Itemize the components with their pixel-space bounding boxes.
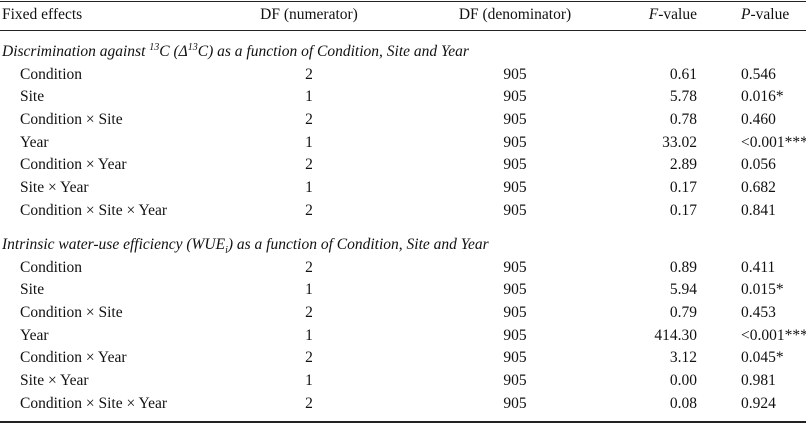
effect-name: Condition bbox=[20, 258, 83, 276]
value-cell: 0.045* bbox=[741, 349, 784, 367]
value-cell: 0.08 bbox=[669, 394, 697, 412]
value-cell: 905 bbox=[503, 371, 527, 389]
effect-name: Site bbox=[20, 88, 45, 106]
effect-name: Condition × Site × Year bbox=[20, 394, 168, 412]
value-cell: 0.841 bbox=[741, 201, 776, 219]
header-rule bbox=[0, 30, 806, 31]
title-part: ) as a function of Condition, Site and Y… bbox=[227, 236, 489, 253]
title-part: Discrimination against bbox=[2, 43, 150, 60]
value-cell: 0.682 bbox=[741, 178, 776, 196]
value-cell: 2 bbox=[305, 349, 313, 367]
value-cell: 3.12 bbox=[669, 349, 697, 367]
value-cell: 0.61 bbox=[669, 65, 697, 83]
value-cell: 905 bbox=[503, 88, 527, 106]
value-cell: 1 bbox=[305, 88, 313, 106]
effect-name: Year bbox=[20, 133, 49, 151]
header-text: Fixed effects bbox=[2, 6, 83, 23]
value-cell: 2 bbox=[305, 65, 313, 83]
title-part: Intrinsic water-use efficiency (WUE bbox=[2, 236, 226, 253]
value-cell: 0.17 bbox=[669, 178, 697, 196]
effect-name: Condition × Site × Year bbox=[20, 201, 168, 219]
value-cell: 1 bbox=[305, 133, 313, 151]
value-cell: 905 bbox=[503, 110, 527, 128]
value-cell: 1 bbox=[305, 326, 313, 344]
value-cell: 905 bbox=[503, 394, 527, 412]
header-text: -value bbox=[658, 6, 697, 23]
value-cell: 1 bbox=[305, 178, 313, 196]
value-cell: 2 bbox=[305, 201, 313, 219]
value-cell: 0.546 bbox=[741, 65, 776, 83]
value-cell: 0.924 bbox=[741, 394, 776, 412]
value-cell: 905 bbox=[503, 326, 527, 344]
effect-name: Site bbox=[20, 281, 45, 299]
value-cell: 905 bbox=[503, 65, 527, 83]
header-cell: Fixed effects bbox=[2, 5, 82, 25]
value-cell: 905 bbox=[503, 281, 527, 299]
value-cell: 0.78 bbox=[669, 110, 697, 128]
value-cell: <0.001*** bbox=[741, 133, 806, 151]
top-rule bbox=[0, 1, 806, 2]
value-cell: 905 bbox=[503, 258, 527, 276]
value-cell: 33.02 bbox=[662, 133, 697, 151]
header-cell: P-value bbox=[741, 5, 789, 25]
value-cell: 0.056 bbox=[741, 156, 776, 174]
value-cell: 1 bbox=[305, 281, 313, 299]
section-title: Discrimination against 13C (Δ13C) as a f… bbox=[2, 42, 469, 62]
effect-name: Site × Year bbox=[20, 178, 89, 196]
title-part: 13 bbox=[187, 41, 198, 53]
value-cell: 905 bbox=[503, 133, 527, 151]
value-cell: 0.460 bbox=[741, 110, 776, 128]
value-cell: 905 bbox=[503, 303, 527, 321]
value-cell: 905 bbox=[503, 349, 527, 367]
value-cell: 0.453 bbox=[741, 303, 776, 321]
value-cell: 2.89 bbox=[669, 156, 697, 174]
effect-name: Year bbox=[20, 326, 49, 344]
value-cell: 2 bbox=[305, 110, 313, 128]
header-cell: F-value bbox=[649, 5, 697, 25]
value-cell: 905 bbox=[503, 201, 527, 219]
effect-name: Condition × Site bbox=[20, 303, 123, 321]
value-cell: 2 bbox=[305, 258, 313, 276]
value-cell: 905 bbox=[503, 156, 527, 174]
value-cell: 5.94 bbox=[669, 281, 697, 299]
value-cell: 0.016* bbox=[741, 88, 784, 106]
value-cell: 2 bbox=[305, 156, 313, 174]
value-cell: 905 bbox=[503, 178, 527, 196]
value-cell: 0.17 bbox=[669, 201, 697, 219]
effect-name: Condition bbox=[20, 65, 83, 83]
title-part: C (Δ bbox=[159, 43, 188, 60]
value-cell: 0.981 bbox=[741, 371, 776, 389]
value-cell: 414.30 bbox=[654, 326, 697, 344]
header-cell: DF (numerator) bbox=[260, 5, 358, 25]
effect-name: Condition × Year bbox=[20, 349, 127, 367]
value-cell: 0.015* bbox=[741, 281, 784, 299]
effect-name: Condition × Site bbox=[20, 110, 123, 128]
title-part: i bbox=[225, 245, 228, 257]
bottom-rule bbox=[0, 421, 806, 423]
value-cell: 2 bbox=[305, 303, 313, 321]
value-cell: 0.411 bbox=[741, 258, 776, 276]
title-part: 13 bbox=[149, 41, 160, 53]
section-title: Intrinsic water-use efficiency (WUEi) as… bbox=[2, 235, 489, 257]
value-cell: 1 bbox=[305, 371, 313, 389]
header-text: DF (denominator) bbox=[458, 6, 572, 23]
value-cell: 0.79 bbox=[669, 303, 697, 321]
header-text: -value bbox=[750, 6, 790, 23]
value-cell: <0.001*** bbox=[741, 326, 806, 344]
value-cell: 2 bbox=[305, 394, 313, 412]
effect-name: Site × Year bbox=[20, 371, 89, 389]
title-part: C) as a function of Condition, Site and … bbox=[197, 43, 469, 60]
effect-name: Condition × Year bbox=[20, 156, 127, 174]
value-cell: 5.78 bbox=[669, 88, 697, 106]
value-cell: 0.89 bbox=[669, 258, 697, 276]
header-italic: F bbox=[648, 6, 659, 23]
value-cell: 0.00 bbox=[669, 371, 697, 389]
header-italic: P bbox=[741, 6, 751, 23]
header-text: DF (numerator) bbox=[260, 6, 358, 23]
header-cell: DF (denominator) bbox=[459, 5, 571, 25]
